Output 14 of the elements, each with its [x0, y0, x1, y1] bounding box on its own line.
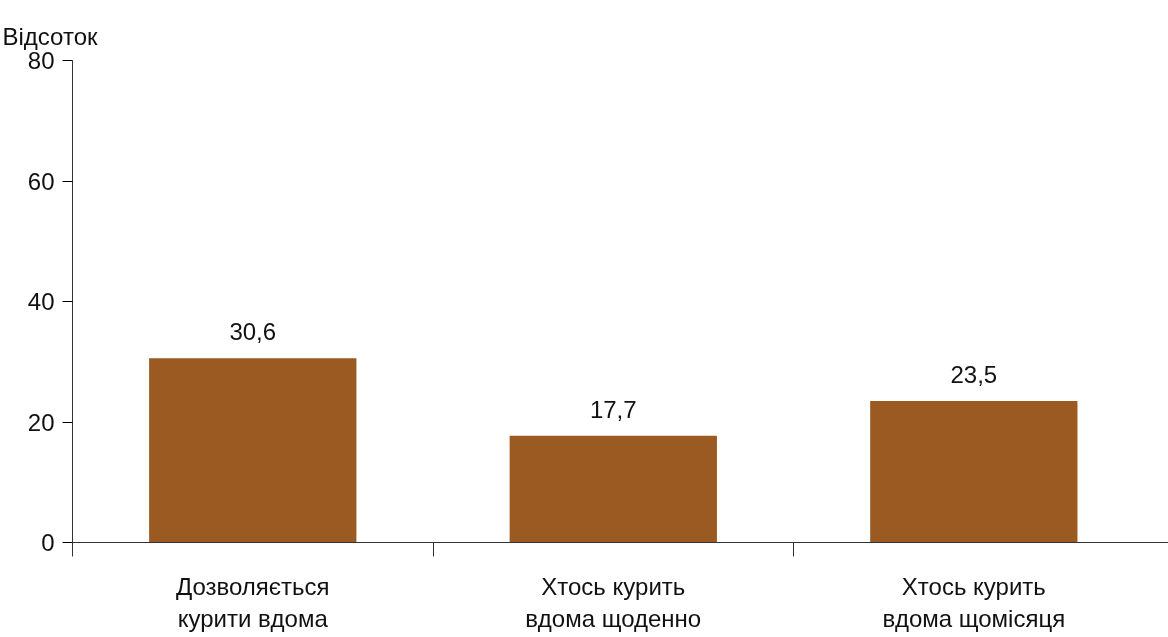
- data-label: 23,5: [950, 360, 998, 388]
- bar: [149, 358, 357, 543]
- y-tick-label: 20: [27, 408, 55, 436]
- y-tick-label: 60: [27, 167, 55, 195]
- y-tick-label: 0: [41, 529, 55, 556]
- data-label: 30,6: [229, 318, 277, 346]
- data-label: 17,7: [589, 395, 637, 423]
- bar: [870, 400, 1078, 543]
- x-tick-label: Дозволяється курити вдома: [175, 572, 330, 632]
- bar: [509, 435, 717, 543]
- y-axis-title: Відсоток: [2, 22, 98, 50]
- x-tick-label: Хтось курить вдома щомісяця: [882, 572, 1066, 632]
- y-tick-label: 40: [27, 288, 55, 315]
- x-tick-label: Хтось курить вдома щоденно: [525, 572, 702, 632]
